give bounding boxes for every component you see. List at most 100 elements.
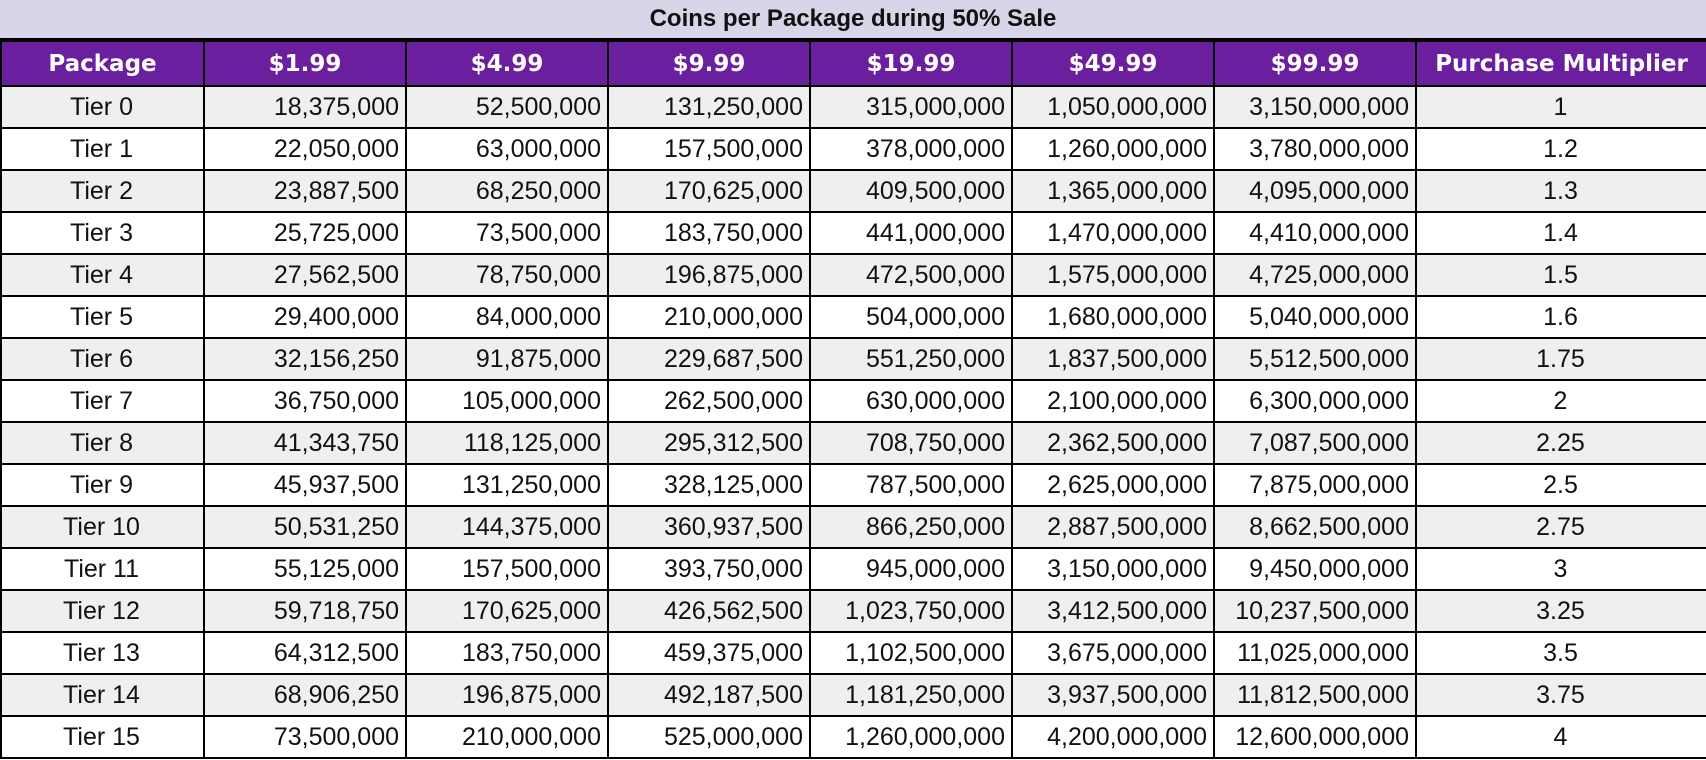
coins-cell: 4,725,000,000	[1213, 253, 1417, 297]
coins-cell: 2,625,000,000	[1011, 463, 1215, 507]
multiplier-cell: 2.25	[1415, 421, 1706, 465]
multiplier-cell: 2	[1415, 379, 1706, 423]
package-cell: Tier 5	[0, 295, 205, 339]
coins-cell: 170,625,000	[405, 589, 609, 633]
coins-cell: 409,500,000	[809, 169, 1013, 213]
coins-cell: 1,470,000,000	[1011, 211, 1215, 255]
table-row: Tier 2 23,887,500 68,250,000 170,625,000 409…	[0, 169, 1706, 213]
package-cell: Tier 11	[0, 547, 205, 591]
coins-cell: 441,000,000	[809, 211, 1013, 255]
coins-cell: 504,000,000	[809, 295, 1013, 339]
coins-table: Package $1.99 $4.99 $9.99 $19.99 $49.99 $99.99…	[0, 40, 1706, 759]
coins-cell: 41,343,750	[203, 421, 407, 465]
coins-cell: 55,125,000	[203, 547, 407, 591]
table-row: Tier 11 55,125,000 157,500,000 393,750,000 9…	[0, 547, 1706, 591]
coins-cell: 3,150,000,000	[1011, 547, 1215, 591]
coins-cell: 68,250,000	[405, 169, 609, 213]
coins-cell: 22,050,000	[203, 127, 407, 171]
package-cell: Tier 1	[0, 127, 205, 171]
multiplier-cell: 3.5	[1415, 631, 1706, 675]
coins-cell: 157,500,000	[607, 127, 811, 171]
multiplier-cell: 1.4	[1415, 211, 1706, 255]
coins-cell: 5,040,000,000	[1213, 295, 1417, 339]
coins-cell: 525,000,000	[607, 715, 811, 759]
table-row: Tier 8 41,343,750 118,125,000 295,312,500 70…	[0, 421, 1706, 465]
table-row: Tier 5 29,400,000 84,000,000 210,000,000 504…	[0, 295, 1706, 339]
coins-cell: 183,750,000	[607, 211, 811, 255]
coins-cell: 5,512,500,000	[1213, 337, 1417, 381]
coins-cell: 32,156,250	[203, 337, 407, 381]
multiplier-cell: 1.2	[1415, 127, 1706, 171]
coins-cell: 27,562,500	[203, 253, 407, 297]
package-cell: Tier 9	[0, 463, 205, 507]
coins-cell: 73,500,000	[405, 211, 609, 255]
coins-cell: 2,100,000,000	[1011, 379, 1215, 423]
coins-cell: 8,662,500,000	[1213, 505, 1417, 549]
coins-cell: 1,260,000,000	[1011, 127, 1215, 171]
coins-cell: 45,937,500	[203, 463, 407, 507]
table-row: Tier 7 36,750,000 105,000,000 262,500,000 63…	[0, 379, 1706, 423]
multiplier-cell: 3.75	[1415, 673, 1706, 717]
multiplier-cell: 1	[1415, 85, 1706, 129]
coins-cell: 9,450,000,000	[1213, 547, 1417, 591]
header-row: Package $1.99 $4.99 $9.99 $19.99 $49.99 $99.99…	[0, 40, 1706, 87]
coins-cell: 78,750,000	[405, 253, 609, 297]
column-header-3: $9.99	[607, 40, 811, 87]
coins-cell: 1,575,000,000	[1011, 253, 1215, 297]
column-header-7: Purchase Multiplier	[1415, 40, 1706, 87]
table-row: Tier 14 68,906,250 196,875,000 492,187,500 1…	[0, 673, 1706, 717]
multiplier-cell: 1.5	[1415, 253, 1706, 297]
coins-cell: 393,750,000	[607, 547, 811, 591]
column-header-2: $4.99	[405, 40, 609, 87]
coins-cell: 630,000,000	[809, 379, 1013, 423]
package-cell: Tier 13	[0, 631, 205, 675]
package-cell: Tier 3	[0, 211, 205, 255]
package-cell: Tier 12	[0, 589, 205, 633]
table-row: Tier 13 64,312,500 183,750,000 459,375,000 1…	[0, 631, 1706, 675]
coins-cell: 183,750,000	[405, 631, 609, 675]
coins-cell: 170,625,000	[607, 169, 811, 213]
coins-cell: 472,500,000	[809, 253, 1013, 297]
coins-cell: 3,937,500,000	[1011, 673, 1215, 717]
coins-cell: 3,780,000,000	[1213, 127, 1417, 171]
coins-cell: 12,600,000,000	[1213, 715, 1417, 759]
column-header-4: $19.99	[809, 40, 1013, 87]
package-cell: Tier 15	[0, 715, 205, 759]
coins-cell: 295,312,500	[607, 421, 811, 465]
table-title: Coins per Package during 50% Sale	[649, 5, 1057, 32]
coins-cell: 708,750,000	[809, 421, 1013, 465]
coins-cell: 551,250,000	[809, 337, 1013, 381]
coins-cell: 315,000,000	[809, 85, 1013, 129]
coins-cell: 10,237,500,000	[1213, 589, 1417, 633]
coins-cell: 131,250,000	[405, 463, 609, 507]
coins-cell: 59,718,750	[203, 589, 407, 633]
multiplier-cell: 1.75	[1415, 337, 1706, 381]
coins-cell: 210,000,000	[607, 295, 811, 339]
coins-cell: 378,000,000	[809, 127, 1013, 171]
multiplier-cell: 2.5	[1415, 463, 1706, 507]
package-cell: Tier 2	[0, 169, 205, 213]
coins-cell: 1,837,500,000	[1011, 337, 1215, 381]
coins-cell: 2,362,500,000	[1011, 421, 1215, 465]
coins-cell: 459,375,000	[607, 631, 811, 675]
coins-cell: 68,906,250	[203, 673, 407, 717]
coins-cell: 229,687,500	[607, 337, 811, 381]
coins-cell: 1,365,000,000	[1011, 169, 1215, 213]
multiplier-cell: 1.6	[1415, 295, 1706, 339]
multiplier-cell: 3.25	[1415, 589, 1706, 633]
package-cell: Tier 14	[0, 673, 205, 717]
table-row: Tier 15 73,500,000 210,000,000 525,000,000 1…	[0, 715, 1706, 759]
table-row: Tier 10 50,531,250 144,375,000 360,937,500 8…	[0, 505, 1706, 549]
coins-cell: 3,150,000,000	[1213, 85, 1417, 129]
table-row: Tier 6 32,156,250 91,875,000 229,687,500 551…	[0, 337, 1706, 381]
coins-cell: 105,000,000	[405, 379, 609, 423]
coins-cell: 3,412,500,000	[1011, 589, 1215, 633]
coins-cell: 1,260,000,000	[809, 715, 1013, 759]
coins-cell: 64,312,500	[203, 631, 407, 675]
coins-cell: 73,500,000	[203, 715, 407, 759]
table-row: Tier 1 22,050,000 63,000,000 157,500,000 378…	[0, 127, 1706, 171]
coins-cell: 2,887,500,000	[1011, 505, 1215, 549]
coins-cell: 360,937,500	[607, 505, 811, 549]
coins-cell: 11,025,000,000	[1213, 631, 1417, 675]
coins-cell: 328,125,000	[607, 463, 811, 507]
